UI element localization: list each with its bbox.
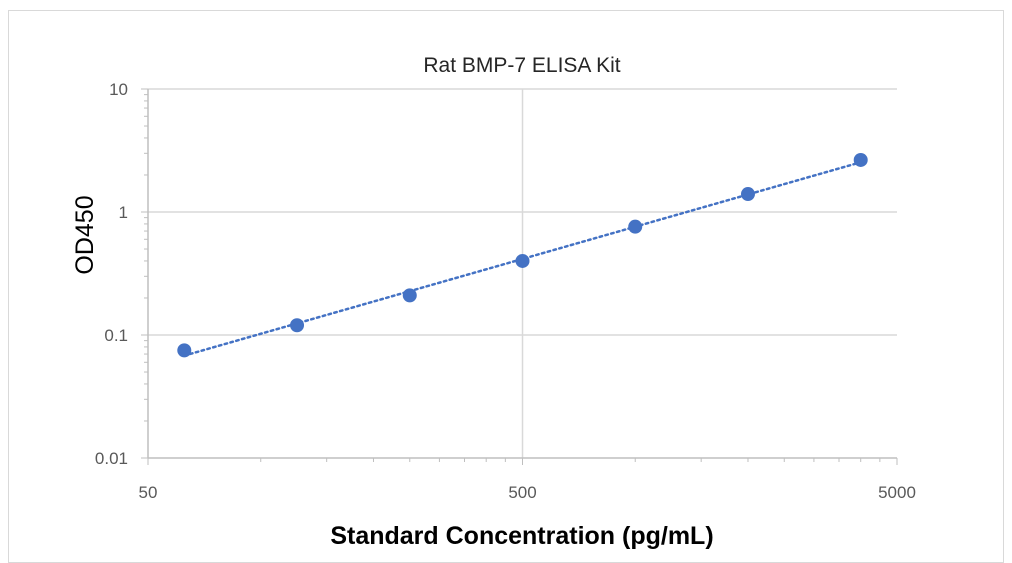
- tick-labels: 0.01 0.1 1 10 50 500 5000: [95, 80, 916, 502]
- data-point: [290, 318, 305, 333]
- y-tick-label: 10: [109, 80, 128, 99]
- chart-area: [8, 10, 1004, 563]
- data-point: [402, 288, 417, 303]
- x-tick-label: 50: [139, 483, 158, 502]
- data-points: [177, 152, 868, 358]
- x-tick-label: 500: [508, 483, 536, 502]
- chart-title: Rat BMP-7 ELISA Kit: [423, 54, 620, 77]
- data-point: [177, 343, 192, 358]
- x-axis-label: Standard Concentration (pg/mL): [330, 522, 713, 550]
- y-tick-label: 0.01: [95, 449, 128, 468]
- data-point: [853, 152, 868, 167]
- y-tick-label: 1: [119, 203, 128, 222]
- data-point: [740, 187, 755, 202]
- x-tick-label: 5000: [878, 483, 916, 502]
- axes: [141, 88, 898, 465]
- y-tick-label: 0.1: [104, 326, 128, 345]
- data-point: [515, 253, 530, 268]
- gridlines: [148, 88, 897, 458]
- y-axis-label: OD450: [71, 195, 99, 274]
- data-point: [628, 219, 643, 234]
